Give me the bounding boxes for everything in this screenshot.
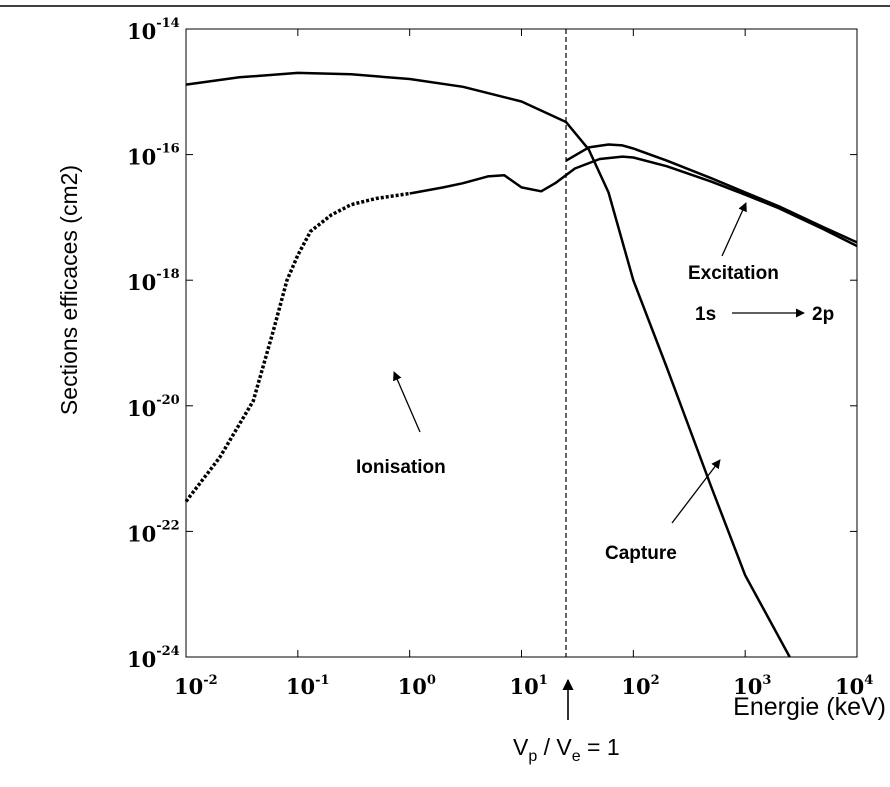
reference-label: Vp / Ve = 1: [513, 734, 620, 765]
excitation-arrow: [721, 202, 747, 257]
x-tick-label: 102: [621, 673, 659, 699]
curves: [184, 71, 858, 658]
y-tick-label: 10-20: [127, 393, 180, 421]
x-tick-label: 100: [398, 673, 436, 699]
axis-tick-labels: 10-2 10-1 100 101 102 103 104 10-14 10-16 10-18 10…: [127, 16, 873, 699]
capture-label: Capture: [605, 543, 677, 564]
axis-ticks: [185, 28, 858, 658]
ionisation-label: Ionisation: [356, 457, 446, 478]
excitation-label: Excitation: [688, 263, 779, 284]
y-tick-label: 10-24: [127, 644, 180, 672]
y-tick-label: 10-16: [127, 142, 180, 170]
plot-frame: [185, 28, 858, 658]
x-tick-label: 104: [835, 673, 873, 699]
transition-to-label: 2p: [812, 304, 834, 325]
transition-from-label: 1s: [695, 304, 716, 325]
y-tick-label: 10-14: [127, 16, 180, 44]
x-tick-label: 10-2: [174, 673, 218, 699]
y-tick-label: 10-22: [127, 518, 180, 546]
excitation-curve: [565, 143, 858, 244]
capture-curve: [185, 71, 791, 658]
ionisation-curve: [409, 155, 858, 248]
capture-arrow: [671, 459, 721, 524]
y-tick-label: 10-18: [127, 267, 180, 295]
y-axis-label: Sections efficaces (cm2): [56, 165, 82, 415]
x-tick-label: 103: [733, 673, 771, 699]
ionisation-arrow: [393, 371, 421, 433]
ionisation-curve-dotted: [184, 191, 410, 503]
x-tick-label: 10-1: [286, 673, 330, 699]
x-axis-label: Energie (keV): [733, 693, 886, 721]
x-tick-label: 101: [510, 673, 548, 699]
